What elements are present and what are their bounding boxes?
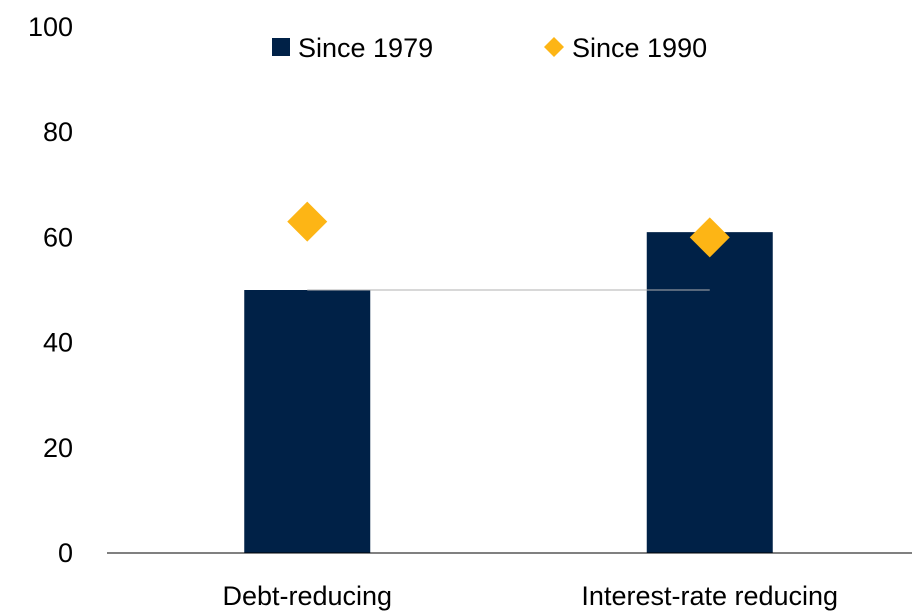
- x-tick-label: Interest-rate reducing: [581, 581, 838, 611]
- y-tick-label: 80: [43, 117, 73, 147]
- y-tick-label: 40: [43, 328, 73, 358]
- legend-swatch-diamond: [544, 37, 564, 57]
- x-tick-label: Debt-reducing: [222, 581, 392, 611]
- y-tick-label: 60: [43, 222, 73, 252]
- bar-since-1979: [244, 290, 371, 553]
- markers: [287, 201, 730, 258]
- bar-since-1979: [646, 232, 773, 553]
- y-axis: 0 20 40 60 80 100: [28, 12, 73, 568]
- y-tick-label: 20: [43, 433, 73, 463]
- legend-swatch-square: [272, 38, 290, 56]
- marker-since-1990: [689, 217, 730, 258]
- bars: [244, 232, 773, 553]
- x-axis-labels: Debt-reducing Interest-rate reducing: [222, 581, 838, 611]
- marker-since-1990: [287, 201, 328, 242]
- legend: Since 1979 Since 1990: [272, 33, 707, 63]
- y-tick-label: 100: [28, 12, 73, 42]
- legend-label: Since 1979: [298, 33, 433, 63]
- legend-label: Since 1990: [572, 33, 707, 63]
- y-tick-label: 0: [58, 538, 73, 568]
